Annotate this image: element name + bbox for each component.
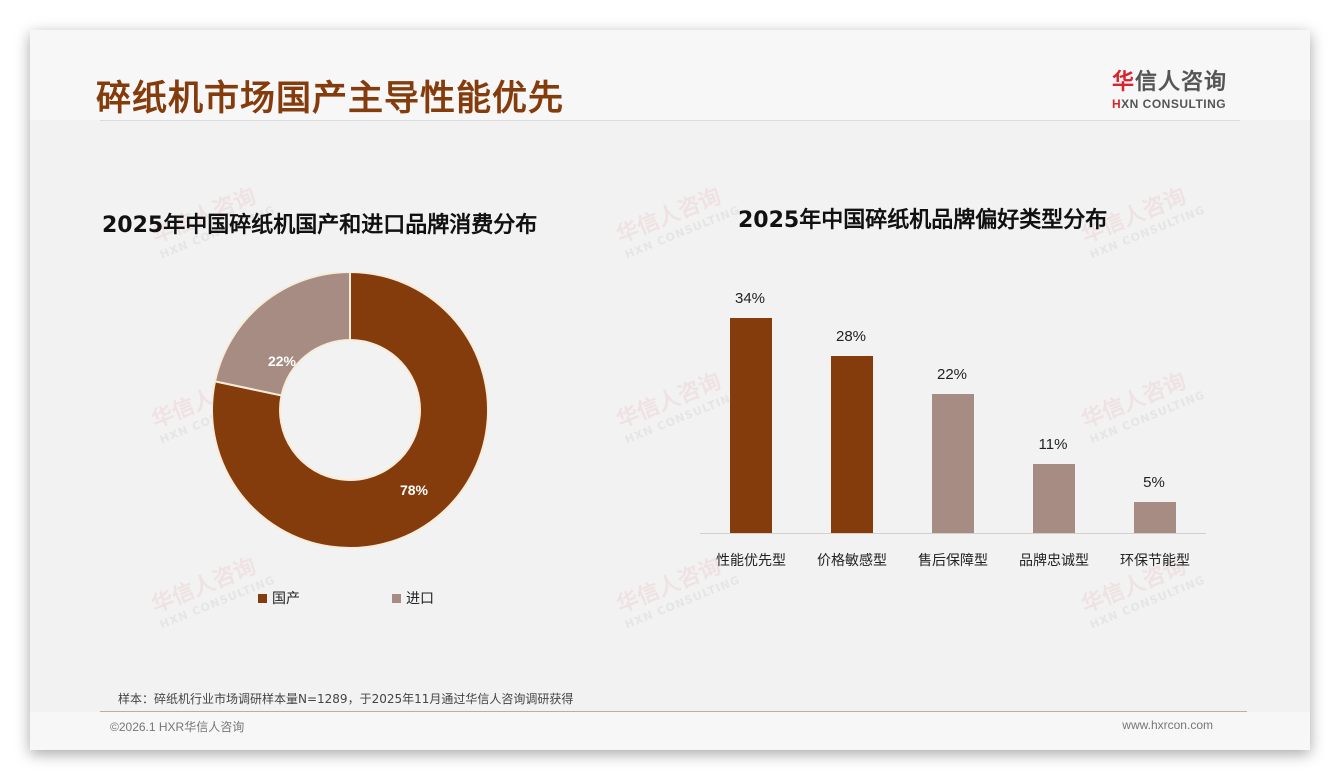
bar-value: 5% bbox=[1143, 474, 1165, 491]
sample-note: 样本：碎纸机行业市场调研样本量N=1289，于2025年11月通过华信人咨询调研… bbox=[118, 692, 574, 706]
donut-label-domestic: 78% bbox=[400, 482, 429, 498]
donut-chart: 78% 22% bbox=[212, 272, 488, 548]
copyright: ©2026.1 HXR华信人咨询 bbox=[110, 720, 245, 734]
bar-price bbox=[831, 356, 873, 533]
donut-label-import: 22% bbox=[268, 353, 297, 369]
x-tick-label: 价格敏感型 bbox=[817, 553, 887, 569]
legend-item-import: 进口 bbox=[392, 588, 434, 608]
bar-chart: 34% 28% 22% 11% 5% 性能优先型 价格敏感型 售后保障型 品牌忠… bbox=[700, 280, 1206, 580]
bar-value: 11% bbox=[1038, 436, 1068, 453]
bar-value: 28% bbox=[835, 328, 867, 345]
bar-service bbox=[932, 394, 974, 533]
bar-value: 34% bbox=[734, 290, 766, 307]
company-logo: 华信人咨询 HXN CONSULTING bbox=[1112, 64, 1242, 114]
legend-swatch bbox=[392, 593, 401, 603]
logo-en: HXN CONSULTING bbox=[1112, 97, 1227, 111]
bar-eco bbox=[1134, 502, 1176, 533]
x-tick-label: 品牌忠诚型 bbox=[1019, 553, 1089, 569]
bar-value: 22% bbox=[936, 366, 968, 383]
x-tick-label: 售后保障型 bbox=[918, 553, 988, 569]
donut-chart-title: 2025年中国碎纸机国产和进口品牌消费分布 bbox=[102, 213, 538, 238]
x-tick-label: 环保节能型 bbox=[1120, 553, 1190, 569]
footer-divider bbox=[100, 711, 1247, 712]
x-tick-label: 性能优先型 bbox=[716, 553, 786, 569]
donut-slice-import bbox=[213, 272, 351, 397]
bar-chart-title: 2025年中国碎纸机品牌偏好类型分布 bbox=[738, 208, 1108, 233]
website-link[interactable]: www.hxrcon.com bbox=[1122, 718, 1213, 732]
header-band bbox=[30, 30, 1310, 120]
slide: 碎纸机市场国产主导性能优先 华信人咨询 HXN CONSULTING 华信人咨询… bbox=[30, 30, 1310, 750]
logo-cn: 华信人咨询 bbox=[1112, 70, 1228, 95]
bar-loyalty bbox=[1033, 464, 1075, 533]
legend-item-domestic: 国产 bbox=[258, 588, 300, 608]
page-title: 碎纸机市场国产主导性能优先 bbox=[96, 79, 565, 119]
bar-performance bbox=[730, 318, 772, 533]
header-divider bbox=[100, 120, 1240, 121]
donut-slice-domestic bbox=[212, 272, 488, 548]
legend-swatch bbox=[258, 593, 267, 603]
footer-band bbox=[30, 712, 1310, 750]
x-axis bbox=[700, 533, 1206, 534]
